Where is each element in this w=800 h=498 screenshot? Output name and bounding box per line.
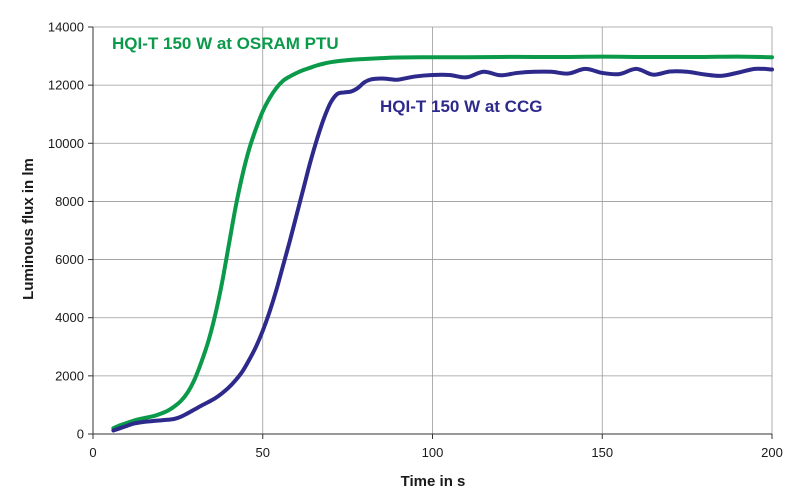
x-tick-label-100: 100: [422, 445, 444, 460]
series-line-ccg: [111, 66, 774, 433]
x-tick-label-0: 0: [89, 445, 96, 460]
x-axis-title: Time in s: [401, 473, 466, 490]
y-tick-label-4000: 4000: [55, 310, 84, 325]
y-tick-label-14000: 14000: [48, 20, 84, 35]
x-tick-label-200: 200: [761, 445, 783, 460]
y-tick-label-0: 0: [77, 427, 84, 442]
gridlines: [93, 26, 773, 434]
y-tick-label-12000: 12000: [48, 78, 84, 93]
y-tick-label-6000: 6000: [55, 252, 84, 267]
y-axis-title: Luminous flux in lm: [20, 158, 37, 300]
y-tick-label-8000: 8000: [55, 194, 84, 209]
y-tick-label-2000: 2000: [55, 368, 84, 383]
series-label-ccg: HQI-T 150 W at CCG: [380, 97, 542, 116]
series-group: [111, 54, 774, 433]
x-tick-label-150: 150: [591, 445, 613, 460]
y-tick-label-10000: 10000: [48, 136, 84, 151]
series-label-osram-ptu: HQI-T 150 W at OSRAM PTU: [112, 34, 339, 53]
axes: [88, 26, 773, 439]
x-tick-label-50: 50: [256, 445, 270, 460]
series-line-osram-ptu: [111, 54, 774, 431]
tick-labels: 0 2000 4000 6000 8000 10000 12000 14000 0 50 100 15…: [48, 20, 783, 461]
